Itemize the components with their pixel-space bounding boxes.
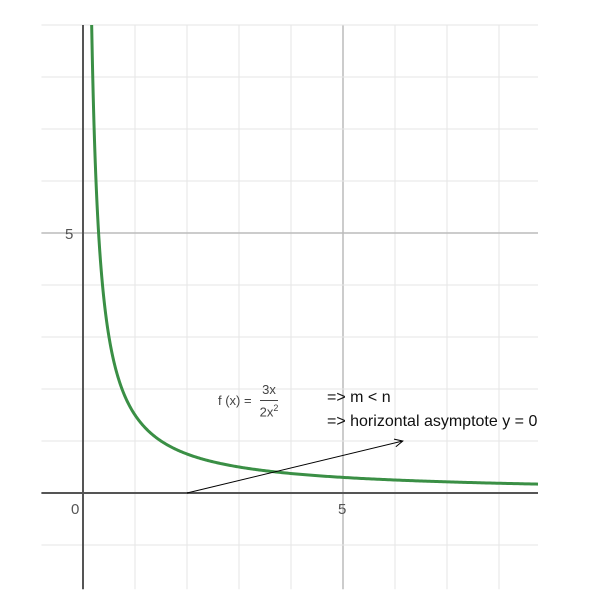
x-tick-label: 5 [338, 501, 346, 518]
annotation-line-2: => horizontal asymptote y = 0 [327, 413, 538, 430]
arrow-head-icon [393, 438, 404, 448]
formula-label: f (x) = 3x 2x2 [218, 382, 278, 419]
denominator: 2x2 [260, 401, 279, 419]
annotation-arrow [186, 440, 403, 494]
numerator: 3x [260, 382, 278, 401]
x-tick-label: 0 [71, 501, 79, 518]
function-curve [90, 25, 539, 486]
y-tick-label: 5 [65, 226, 73, 243]
formula-lhs: f (x) = [218, 393, 252, 409]
fraction: 3x 2x2 [260, 382, 279, 419]
denominator-exponent: 2 [273, 403, 279, 413]
denominator-base: 2x [259, 404, 274, 420]
annotation-line-1: => m < n [327, 389, 391, 406]
